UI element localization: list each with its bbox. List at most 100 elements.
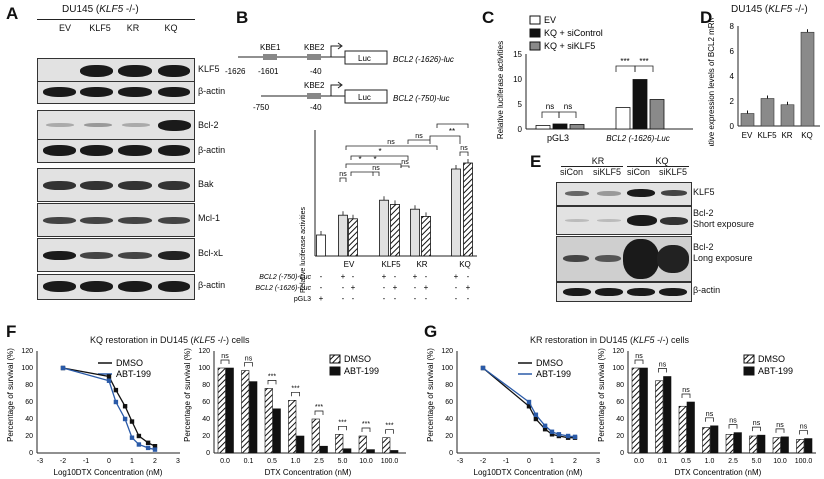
data-point: [145, 445, 151, 451]
sig-label: ns: [339, 171, 347, 178]
bar: [451, 168, 461, 257]
sig-bracket: [361, 427, 371, 432]
sig-bracket: [775, 428, 785, 433]
legend-label: DMSO: [758, 354, 785, 364]
data-point: [565, 433, 571, 439]
category-label: KLF5: [757, 131, 777, 140]
svg-text:-: -: [425, 272, 428, 281]
sig-label: ***: [639, 57, 648, 66]
sig-label: ns: [682, 387, 690, 394]
bar: [552, 123, 568, 130]
svg-text:+: +: [393, 283, 398, 292]
tick-label: 40: [616, 416, 624, 423]
svg-text:-: -: [394, 272, 397, 281]
blot-actin: [37, 139, 195, 163]
tick-label: 1: [130, 458, 134, 465]
chart-xlabel: DTX Concentration (nM): [675, 468, 762, 477]
bar: [780, 436, 789, 454]
chart-xlabel: DTX Concentration (nM): [265, 468, 352, 477]
sig-label: ns: [729, 418, 737, 425]
svg-text:-: -: [383, 294, 386, 303]
tick-label: 60: [616, 399, 624, 406]
bar: [264, 388, 273, 454]
blot-e-bcl2-long: [556, 236, 692, 282]
chart-ylabel: Percentage of survival (%): [183, 348, 192, 442]
sig-bracket: [658, 368, 667, 373]
tick-label: 2: [153, 458, 157, 465]
svg-text:+: +: [413, 272, 418, 281]
blot-label: Bak: [198, 179, 214, 189]
tick-label: 20: [202, 433, 210, 440]
construct-name: BCL2 (-1626)-luc: [393, 55, 454, 64]
panel-a-letter: A: [6, 4, 19, 23]
lane-header-rule: [37, 19, 195, 20]
blot-label: Bcl-xL: [198, 248, 224, 258]
bar: [535, 125, 551, 130]
tick-label: 10.0: [359, 458, 373, 465]
blot-bcl2: [37, 110, 195, 142]
tick-label: 100: [198, 365, 210, 372]
bar: [796, 439, 805, 454]
svg-text:-: -: [455, 283, 458, 292]
sig-bracket: [752, 426, 761, 432]
sig-label: ns: [245, 356, 253, 363]
chart-xlabel: Log10DTX Concentration (nM): [474, 468, 583, 477]
sig-label: ***: [268, 373, 276, 380]
tick-label: 20: [616, 433, 624, 440]
data-point: [526, 399, 532, 405]
blot-klf5: [37, 58, 195, 84]
tick-label: 6: [730, 47, 735, 56]
chart-ylabel: Percentage of survival (%): [6, 348, 15, 442]
bar: [749, 435, 758, 454]
tick-label: -1: [503, 458, 509, 465]
data-point: [542, 427, 548, 432]
lane-label: siCon: [627, 167, 651, 177]
sig-label: ns: [401, 159, 409, 166]
tick-label: 120: [441, 348, 453, 355]
bar: [800, 31, 815, 127]
data-point: [549, 432, 555, 437]
luc-label: Luc: [358, 54, 371, 63]
bar: [631, 367, 640, 454]
chart-g-bar: Percentage of survival (%) 0 20 40 60 80…: [597, 348, 816, 477]
tick-label: 0: [730, 122, 735, 131]
panel-e-letter: E: [530, 152, 542, 171]
bar: [733, 432, 742, 454]
sig-label: **: [449, 127, 455, 136]
svg-text:-: -: [394, 294, 397, 303]
data-point: [129, 419, 135, 424]
svg-text:+: +: [382, 272, 387, 281]
bar: [382, 437, 391, 454]
group-label: KLF5: [381, 260, 401, 269]
sig-bracket: [705, 417, 714, 422]
blot-e-klf5: [556, 182, 692, 206]
svg-text:-: -: [414, 283, 417, 292]
tick-label: 80: [445, 382, 453, 389]
tick-label: 4: [730, 72, 735, 81]
blot-e-bcl2-short: [556, 206, 692, 235]
sig-bracket: [385, 429, 394, 434]
panel-b-letter: B: [236, 8, 249, 27]
lane-label: KR: [126, 23, 140, 33]
blot-label: Bcl-2: [693, 242, 714, 252]
group-label: EV: [344, 260, 355, 269]
sig-bracket: [728, 424, 738, 429]
tick-label: -3: [457, 458, 463, 465]
tick-label: 0.1: [658, 458, 668, 465]
sig-label: ***: [362, 421, 370, 428]
lane-label: siKLF5: [659, 167, 688, 177]
bar: [740, 113, 755, 127]
sig-label: ns: [546, 102, 554, 111]
tick-label: 0.0: [634, 458, 644, 465]
promoter-constructs: KBE1 KBE2 -1626 -1601 -40 Luc BCL2 (-162…: [225, 42, 454, 112]
blot-label: KLF5: [693, 187, 715, 197]
sig-label: ns: [776, 422, 784, 429]
chart-xlabel: Log10DTX Concentration (nM): [54, 468, 163, 477]
blot-label: Long exposure: [693, 253, 753, 263]
legend-label: KQ + siControl: [544, 28, 603, 38]
bar: [632, 79, 648, 130]
kbe1-label: KBE1: [260, 43, 281, 52]
data-point: [526, 404, 532, 409]
data-point: [122, 404, 128, 409]
tick-label: 80: [25, 382, 33, 389]
